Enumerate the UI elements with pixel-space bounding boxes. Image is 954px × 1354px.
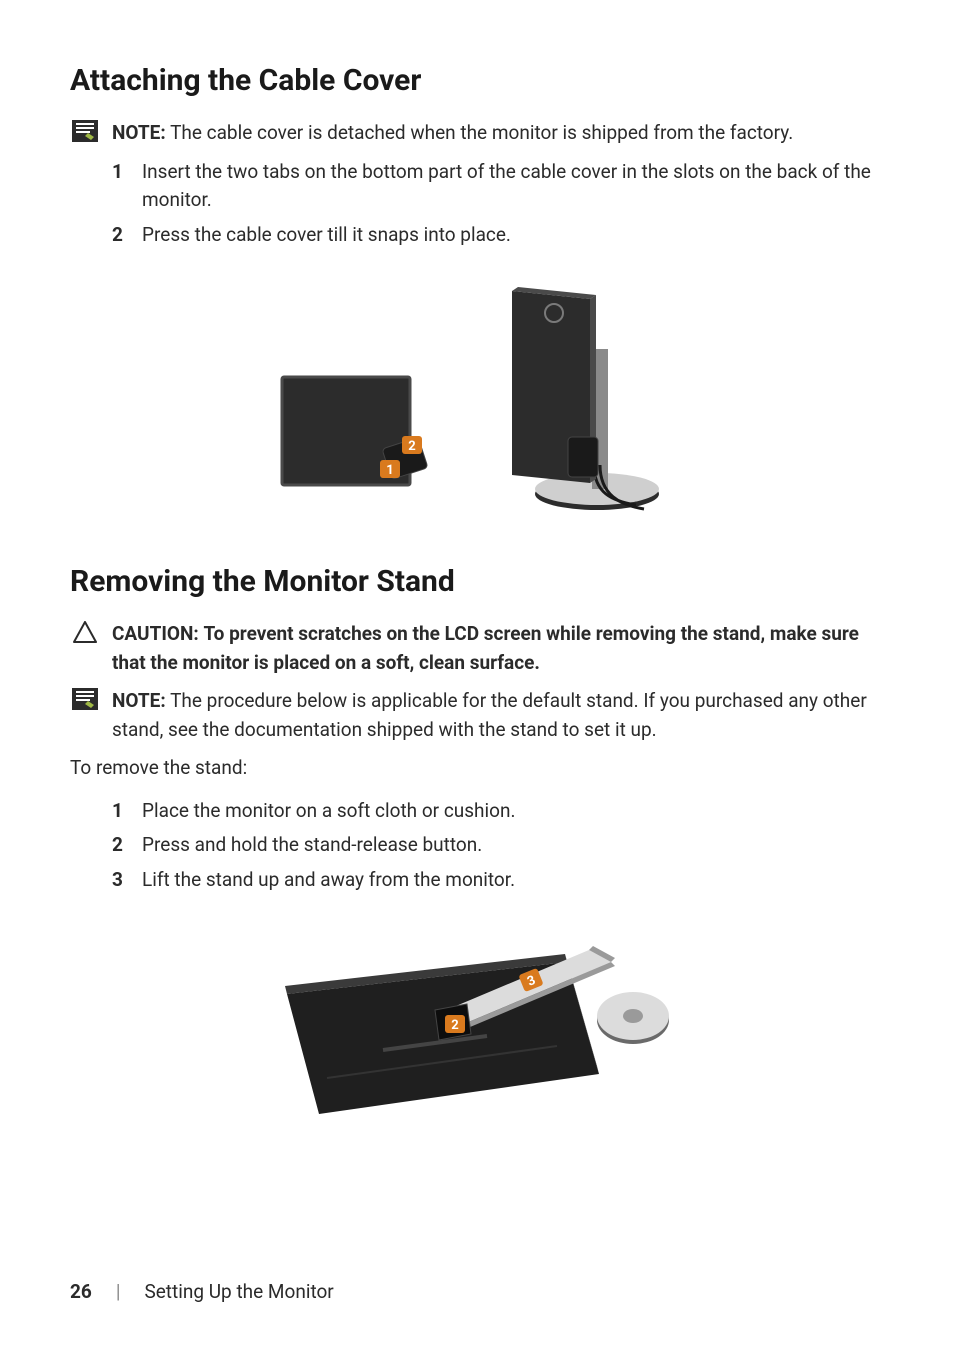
section1-steps: Insert the two tabs on the bottom part o… bbox=[70, 158, 884, 250]
page-number: 26 bbox=[70, 1278, 92, 1307]
note-block: NOTE: The procedure below is applicable … bbox=[70, 687, 884, 744]
svg-text:1: 1 bbox=[386, 463, 393, 478]
caution-label: CAUTION: bbox=[112, 622, 199, 645]
figure-cable-cover: 1 2 bbox=[70, 269, 884, 519]
section-heading: Attaching the Cable Cover bbox=[70, 58, 884, 103]
removal-intro: To remove the stand: bbox=[70, 754, 884, 783]
note-text: The cable cover is detached when the mon… bbox=[170, 121, 793, 144]
section2-steps: Place the monitor on a soft cloth or cus… bbox=[70, 797, 884, 895]
step-item: Place the monitor on a soft cloth or cus… bbox=[112, 797, 884, 826]
note-label: NOTE: bbox=[112, 121, 166, 144]
step-item: Press the cable cover till it snaps into… bbox=[112, 221, 884, 250]
step-item: Insert the two tabs on the bottom part o… bbox=[112, 158, 884, 215]
page-footer: 26 | Setting Up the Monitor bbox=[70, 1278, 334, 1307]
caution-block: CAUTION: To prevent scratches on the LCD… bbox=[70, 620, 884, 677]
caution-icon bbox=[70, 620, 100, 644]
note-icon bbox=[70, 119, 100, 143]
step-item: Press and hold the stand-release button. bbox=[112, 831, 884, 860]
svg-text:2: 2 bbox=[451, 1018, 458, 1033]
svg-text:2: 2 bbox=[408, 439, 415, 454]
caution-text: To prevent scratches on the LCD screen w… bbox=[112, 622, 859, 674]
note-block: NOTE: The cable cover is detached when t… bbox=[70, 119, 884, 148]
figure-remove-stand: 2 3 bbox=[70, 914, 884, 1154]
note-text: The procedure below is applicable for th… bbox=[112, 689, 867, 741]
note-icon bbox=[70, 687, 100, 711]
step-item: Lift the stand up and away from the moni… bbox=[112, 866, 884, 895]
section-heading: Removing the Monitor Stand bbox=[70, 559, 884, 604]
chapter-title: Setting Up the Monitor bbox=[144, 1278, 333, 1307]
footer-separator: | bbox=[116, 1278, 121, 1307]
note-label: NOTE: bbox=[112, 689, 166, 712]
